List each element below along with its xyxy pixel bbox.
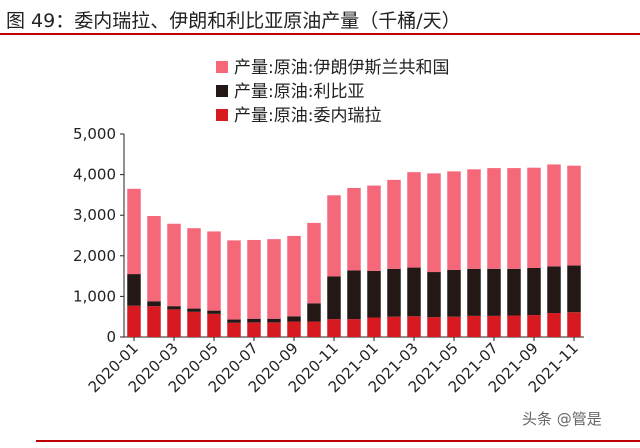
bar-segment-venezuela — [187, 311, 201, 337]
y-tick-label: 5,000 — [73, 125, 116, 143]
legend-label-iran: 产量:原油:伊朗伊斯兰共和国 — [234, 58, 449, 78]
bar-segment-iran — [387, 179, 401, 269]
legend-label-libya: 产量:原油:利比亚 — [234, 82, 364, 102]
bar-segment-iran — [207, 231, 221, 311]
bottom-divider — [36, 440, 640, 442]
bar-segment-venezuela — [167, 309, 181, 337]
figure-title: 图 49：委内瑞拉、伊朗和利比亚原油产量（千桶/天） — [6, 10, 461, 32]
bar-segment-iran — [427, 173, 441, 273]
y-tick-label: 3,000 — [73, 206, 116, 224]
bar-segment-venezuela — [407, 316, 421, 337]
bar-segment-venezuela — [287, 321, 301, 337]
bar-segment-iran — [347, 188, 361, 271]
title-divider — [0, 33, 640, 35]
y-tick-label: 0 — [106, 328, 116, 346]
bar-segment-libya — [327, 276, 341, 320]
bar-segment-libya — [507, 268, 521, 316]
bar-segment-iran — [247, 239, 261, 319]
bar-segment-libya — [467, 268, 481, 316]
bar-segment-libya — [167, 306, 181, 310]
bar-segment-venezuela — [527, 315, 541, 337]
bar-segment-libya — [527, 267, 541, 316]
bar-segment-libya — [267, 318, 281, 323]
bar-segment-libya — [547, 266, 561, 314]
bar-segment-iran — [567, 165, 581, 266]
bar-segment-venezuela — [127, 305, 141, 337]
bar-segment-iran — [507, 168, 521, 269]
bar-segment-libya — [147, 301, 161, 307]
bar-segment-libya — [387, 268, 401, 317]
bar-segment-libya — [447, 270, 461, 317]
bar-segment-venezuela — [207, 313, 221, 337]
bar-segment-libya — [227, 319, 241, 323]
bar-segment-iran — [167, 223, 181, 307]
bar-segment-venezuela — [327, 319, 341, 337]
bar-segment-venezuela — [547, 313, 561, 337]
bar-segment-libya — [567, 265, 581, 313]
bar-segment-iran — [267, 239, 281, 319]
bar-segment-libya — [127, 274, 141, 306]
bar-segment-venezuela — [487, 315, 501, 337]
bar-segment-libya — [487, 268, 501, 316]
bar-segment-venezuela — [427, 317, 441, 337]
bar-segment-libya — [307, 303, 321, 322]
bar-segment-iran — [407, 172, 421, 268]
bar-segment-venezuela — [567, 312, 581, 337]
bar-segment-libya — [187, 308, 201, 312]
legend-swatch-iran — [216, 61, 228, 73]
bar-segment-iran — [147, 216, 161, 302]
bar-segment-iran — [447, 171, 461, 271]
bar-segment-venezuela — [447, 316, 461, 337]
y-tick-label: 2,000 — [73, 247, 116, 265]
bar-segment-libya — [427, 272, 441, 318]
y-tick-label: 4,000 — [73, 166, 116, 184]
bar-segment-iran — [547, 164, 561, 267]
bar-segment-iran — [327, 195, 341, 277]
bar-segment-iran — [187, 228, 201, 309]
bar-segment-iran — [127, 188, 141, 275]
bar-segment-venezuela — [227, 322, 241, 337]
bar-segment-venezuela — [467, 315, 481, 337]
bar-segment-libya — [207, 310, 221, 314]
bar-segment-venezuela — [367, 317, 381, 337]
legend-label-venezuela: 产量:原油:委内瑞拉 — [234, 106, 381, 126]
bar-segment-iran — [467, 169, 481, 269]
legend-swatch-venezuela — [216, 109, 228, 121]
bar-segment-iran — [527, 167, 541, 268]
bar-segment-venezuela — [147, 306, 161, 337]
bar-segment-iran — [307, 222, 321, 304]
bar-segment-libya — [407, 267, 421, 317]
bar-segment-venezuela — [507, 315, 521, 337]
bar-segment-iran — [287, 235, 301, 317]
bar-segment-iran — [227, 240, 241, 320]
bar-segment-venezuela — [347, 319, 361, 337]
watermark: 头条 @管是 — [522, 410, 602, 428]
bar-segment-venezuela — [267, 322, 281, 337]
bar-segment-libya — [347, 270, 361, 320]
bar-segment-libya — [367, 270, 381, 318]
bar-segment-iran — [487, 168, 501, 269]
legend-swatch-libya — [216, 85, 228, 97]
title-bar: 图 49：委内瑞拉、伊朗和利比亚原油产量（千桶/天） — [0, 0, 640, 35]
bar-segment-venezuela — [307, 321, 321, 337]
bar-segment-libya — [247, 318, 261, 323]
bar-segment-venezuela — [247, 322, 261, 337]
bar-segment-iran — [367, 185, 381, 271]
y-tick-label: 1,000 — [73, 287, 116, 305]
bar-segment-venezuela — [387, 316, 401, 337]
bar-segment-libya — [287, 316, 301, 322]
